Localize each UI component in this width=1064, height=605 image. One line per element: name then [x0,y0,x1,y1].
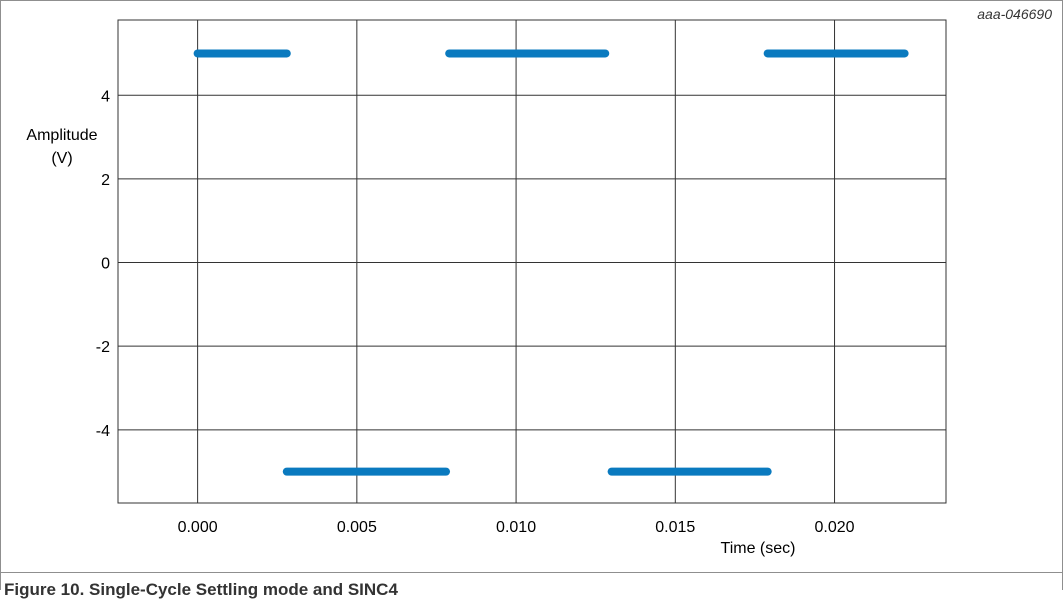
figure-reference-id: aaa-046690 [977,6,1052,22]
x-tick-label: 0.005 [337,519,377,536]
y-axis-label-line-1: Amplitude [26,127,97,144]
plot-area [117,19,947,504]
x-tick-label: 0.010 [496,519,536,536]
grid [118,20,946,503]
y-tick-label: -4 [96,423,110,440]
figure-caption: Figure 10. Single-Cycle Settling mode an… [4,580,398,599]
y-tick-labels: 4 2 0 -2 -4 [96,88,110,440]
chart: 4 2 0 -2 -4 0.000 0.005 0.010 0.015 0.020 Amplit… [26,19,947,557]
y-tick-label: -2 [96,339,110,356]
y-tick-label: 2 [101,172,110,189]
x-tick-label: 0.015 [655,519,695,536]
x-axis-label: Time (sec) [721,540,796,557]
y-axis-label-line-2: (V) [51,150,72,167]
x-tick-labels: 0.000 0.005 0.010 0.015 0.020 [178,519,855,536]
y-tick-label: 0 [101,256,110,273]
y-tick-label: 4 [101,88,110,105]
x-tick-label: 0.020 [815,519,855,536]
figure-divider [0,572,1063,573]
series-layer [193,49,909,476]
x-tick-label: 0.000 [178,519,218,536]
figure-frame [0,0,1063,590]
